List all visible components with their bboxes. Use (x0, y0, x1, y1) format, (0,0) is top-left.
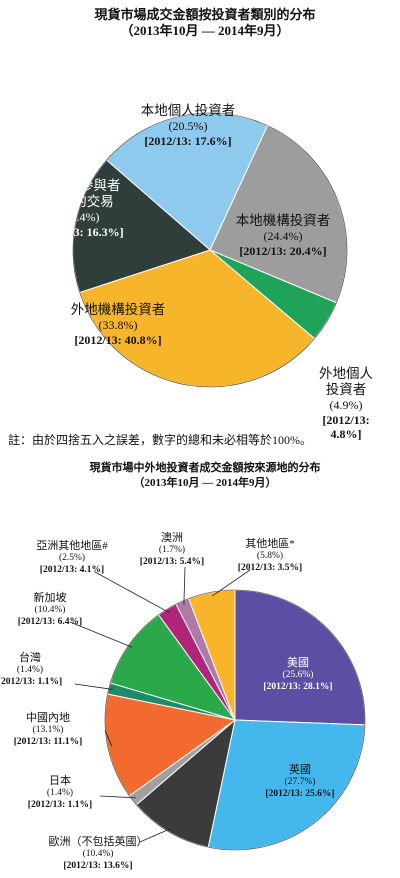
slice-value: (20.5%) (168, 119, 208, 134)
slice-label: 台灣 (1.4%) [2012/13: 1.1%] (0, 652, 62, 688)
slice-comparison: [2012/13: 28.1%] (263, 681, 333, 692)
slice-comparison: [2012/13: 3.5%] (237, 562, 303, 573)
slice-value: (16.4%) (60, 210, 100, 225)
slice-value: (1.7%) (158, 545, 186, 556)
slice-name: 交易所參與者 本身的交易 (39, 178, 121, 210)
slice-label: 外地個人投資者 (4.9%) [2012/13: 4.8%] (319, 366, 373, 442)
slice-value: (33.8%) (98, 318, 138, 333)
slice-label: 澳洲 (1.7%) [2012/13: 5.4%] (140, 532, 204, 568)
slice-name: 美國 (286, 657, 309, 669)
slice-name: 本地機構投資者 (235, 213, 331, 228)
slice-value: (4.9%) (329, 398, 363, 413)
slice-comparison: [2012/13: 20.4%] (239, 243, 327, 258)
slice-label: 外地機構投資者 (33.8%) [2012/13: 40.8%] (71, 302, 166, 347)
slice-name: 台灣 (18, 652, 41, 664)
slice-label: 交易所參與者 本身的交易 (16.4%) [2012/13: 16.3%] (36, 178, 123, 239)
chart-title: 現貨市場中外地投資者成交金額按來源地的分布 (89, 462, 321, 474)
chart-subtitle: （2013年10月 — 2014年9月） (133, 477, 277, 489)
slice-label: 歐洲（不包括英國） (10.4%) [2012/13: 13.6%] (49, 836, 148, 872)
slice-label: 日本 (1.4%) [2012/13: 1.1%] (28, 775, 92, 811)
slice-comparison: [2012/13: 5.4%] (139, 556, 205, 567)
slice-label: 英國 (27.7%) [2012/13: 25.6%] (265, 764, 334, 800)
leader-line (211, 569, 251, 597)
slice-name: 新加坡 (33, 592, 67, 604)
slice-name: 本地個人投資者 (140, 103, 236, 118)
slice-label: 新加坡 (10.4%) [2012/13: 6.4%] (18, 592, 82, 628)
slice-comparison: [2012/13: 13.6%] (63, 860, 133, 871)
slice-label: 本地個人投資者 (20.5%) [2012/13: 17.6%] (141, 103, 236, 148)
slice-name: 澳洲 (160, 532, 183, 544)
slice-name: 中國內地 (25, 712, 70, 724)
pie-outline (72, 112, 348, 388)
note: 註：由於四捨五入之誤差，數字的總和未必相等於100%。 (8, 433, 312, 447)
slice-name: 英國 (288, 764, 311, 776)
leader-line (104, 729, 113, 747)
slice-name: 亞洲其他地區# (36, 540, 108, 552)
slice-comparison: [2012/13: 4.8%] (322, 412, 370, 442)
slice-value: (5.8%) (256, 551, 284, 562)
leader-line (139, 828, 172, 843)
slice-label: 中國內地 (13.1%) [2012/13: 11.1%] (14, 712, 83, 748)
slice-value: (1.4%) (46, 788, 74, 799)
slice-comparison: [2012/13: 1.1%] (27, 799, 93, 810)
leader-line (183, 566, 186, 605)
pie-outline (104, 589, 366, 851)
slice-value: (24.4%) (263, 229, 303, 244)
slice-comparison: [2012/13: 6.4%] (17, 616, 83, 627)
slice-label: 亞洲其他地區# (2.5%) [2012/13: 4.1%] (36, 540, 108, 576)
slice-name: 其他地區* (245, 538, 295, 550)
chart-subtitle: （2013年10月 — 2014年9月） (120, 23, 290, 38)
slice-comparison: [2012/13: 16.3%] (36, 224, 124, 239)
leader-line (74, 683, 113, 690)
slice-label: 本地機構投資者 (24.4%) [2012/13: 20.4%] (236, 213, 331, 258)
slice-name: 外地個人投資者 (319, 366, 373, 398)
slice-name: 日本 (48, 775, 71, 787)
slice-comparison: [2012/13: 11.1%] (13, 736, 83, 747)
slice-value: (2.5%) (58, 553, 86, 564)
slice-value: (27.7%) (284, 777, 316, 788)
slice-value: (13.1%) (32, 725, 64, 736)
slice-comparison: [2012/13: 40.8%] (74, 332, 162, 347)
chart-title: 現貨市場成交金額按投資者類別的分布 (94, 7, 316, 22)
leader-line (99, 795, 136, 799)
slice-name: 外地機構投資者 (70, 302, 166, 317)
slice-value: (10.4%) (82, 849, 114, 860)
slice-value: (1.4%) (16, 665, 44, 676)
leader-line (69, 621, 133, 648)
slice-value: (25.6%) (282, 670, 314, 681)
slice-value: (10.4%) (34, 605, 66, 616)
slice-name: 歐洲（不包括英國） (48, 836, 148, 848)
slice-comparison: [2012/13: 17.6%] (144, 133, 232, 148)
leader-line (94, 571, 170, 613)
slice-label: 其他地區* (5.8%) [2012/13: 3.5%] (238, 538, 302, 574)
slice-comparison: [2012/13: 25.6%] (265, 788, 335, 799)
slice-label: 美國 (25.6%) [2012/13: 28.1%] (263, 657, 332, 693)
slice-comparison: [2012/13: 1.1%] (0, 676, 63, 687)
slice-comparison: [2012/13: 4.1%] (39, 564, 105, 575)
